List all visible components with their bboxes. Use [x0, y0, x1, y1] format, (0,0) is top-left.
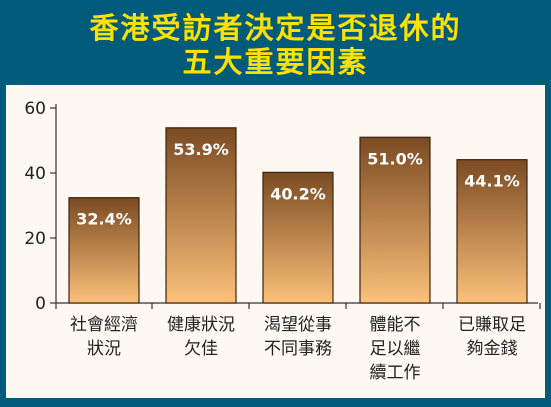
category-label: 狀況 — [87, 339, 121, 359]
bar — [68, 197, 140, 304]
bar — [262, 171, 334, 304]
chart-title: 香港受訪者決定是否退休的 五大重要因素 — [0, 0, 551, 84]
category-label: 社會經濟 — [70, 315, 138, 335]
y-tick-label: 0 — [35, 294, 46, 314]
category-label: 體能不 — [370, 315, 421, 335]
data-label: 40.2% — [270, 184, 326, 203]
category-label: 續工作 — [370, 363, 421, 383]
category-label: 不同事務 — [264, 339, 332, 359]
data-label: 32.4% — [76, 210, 132, 229]
y-tick-label: 60 — [24, 99, 46, 119]
category-label: 健康狀況 — [167, 315, 235, 335]
bar — [165, 127, 237, 304]
chart-title-line-2: 五大重要因素 — [182, 45, 369, 79]
data-label: 44.1% — [464, 172, 520, 191]
bar — [456, 159, 528, 304]
category-label: 渴望從事 — [264, 315, 332, 335]
y-tick-label: 40 — [24, 164, 46, 184]
chart-title-line-1: 香港受訪者決定是否退休的 — [89, 11, 462, 45]
category-label: 夠金錢 — [467, 339, 518, 359]
y-tick-label: 20 — [24, 229, 46, 249]
data-label: 51.0% — [367, 149, 423, 168]
category-label: 已賺取足 — [458, 315, 526, 335]
data-label: 53.9% — [173, 140, 229, 159]
category-label: 足以繼 — [370, 339, 421, 359]
category-label: 欠佳 — [184, 339, 218, 359]
bar — [359, 136, 431, 304]
